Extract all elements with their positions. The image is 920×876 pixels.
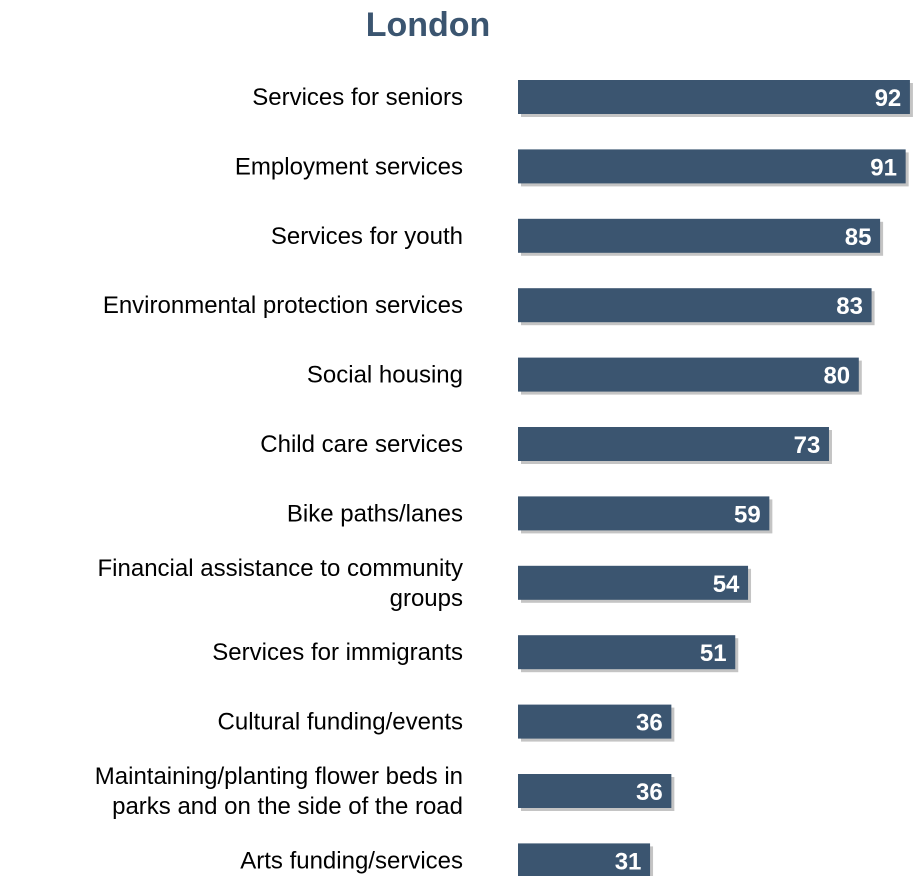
bar-value-label: 83 [836, 293, 863, 320]
category-label: Social housing [307, 362, 463, 389]
bar [518, 635, 736, 670]
bar-value-label: 80 [823, 363, 850, 390]
bar [518, 427, 829, 461]
bar [518, 496, 770, 531]
category-label: Employment services [235, 153, 463, 180]
bar-value-label: 73 [794, 432, 821, 459]
bar [518, 218, 881, 253]
category-label: Arts funding/services [240, 847, 463, 874]
category-label: Environmental protection services [103, 292, 463, 319]
category-label: parks and on the side of the road [112, 793, 463, 820]
bar-value-label: 85 [845, 224, 872, 251]
category-label: Maintaining/planting flower beds in [95, 763, 463, 790]
bar [518, 843, 651, 876]
category-label: Bike paths/lanes [287, 500, 463, 527]
category-label: Cultural funding/events [218, 709, 463, 736]
bars-layer: 92 Services for seniors 91 Employment servi… [95, 80, 913, 876]
bar [518, 80, 910, 114]
chart-title: London [366, 6, 491, 44]
bar-value-label: 59 [734, 501, 761, 528]
category-label: Financial assistance to community [98, 555, 463, 582]
bar [518, 357, 859, 392]
bar-value-label: 36 [636, 710, 663, 737]
category-label: Services for youth [271, 223, 463, 250]
bar-value-label: 92 [875, 85, 902, 112]
bar-value-label: 31 [615, 848, 642, 875]
bar [518, 288, 872, 323]
bar [518, 704, 672, 739]
bar-value-label: 36 [636, 779, 663, 806]
category-label: groups [390, 585, 463, 612]
bar-value-label: 51 [700, 640, 727, 667]
bar [518, 149, 906, 184]
bar-value-label: 54 [713, 571, 740, 598]
bar [518, 774, 672, 808]
bar [518, 565, 749, 600]
category-label: Services for seniors [252, 84, 463, 111]
bar-value-label: 91 [870, 154, 897, 181]
category-label: Child care services [260, 431, 463, 458]
category-label: Services for immigrants [212, 639, 463, 666]
